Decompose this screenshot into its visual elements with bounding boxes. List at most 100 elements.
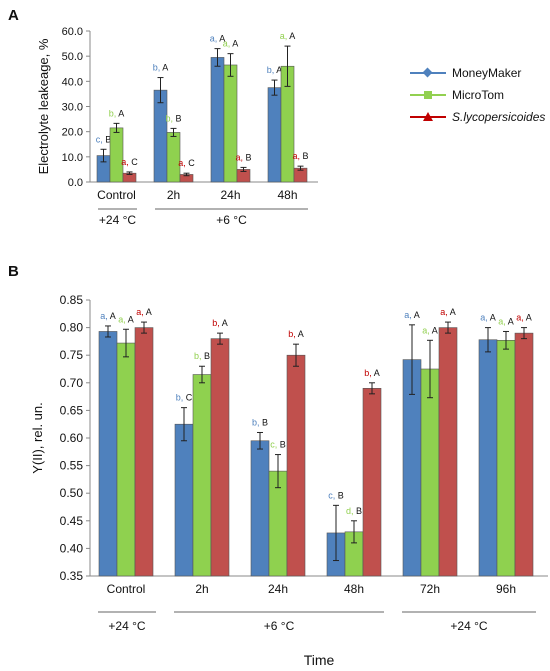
bar	[192, 374, 212, 577]
significance-letter: a,	[440, 307, 450, 317]
significance-letter: c,	[96, 134, 106, 144]
legend-label: MoneyMaker	[452, 66, 522, 80]
significance-label: a, B	[292, 151, 308, 161]
bar	[223, 64, 238, 183]
x-tick-label: Control	[107, 582, 146, 596]
significance-letter: B	[204, 351, 210, 361]
bar	[514, 332, 534, 577]
bar	[153, 89, 168, 183]
group-label: +24 °C	[450, 619, 487, 633]
significance-label: a, B	[235, 152, 251, 162]
bar	[116, 342, 136, 577]
group-label: +6 °C	[216, 213, 247, 227]
significance-letter: B	[176, 113, 182, 123]
significance-label: b, A	[288, 329, 304, 339]
significance-label: a, A	[404, 310, 420, 320]
significance-letter: a,	[498, 316, 508, 326]
significance-label: c, B	[328, 490, 344, 500]
y-tick-label: 0.65	[60, 403, 84, 417]
significance-letter: b,	[194, 351, 204, 361]
significance-letter: a,	[404, 310, 414, 320]
significance-letter: A	[526, 313, 532, 323]
bar	[438, 327, 458, 577]
significance-letter: B	[356, 506, 362, 516]
significance-letter: A	[110, 311, 116, 321]
x-tick-label: 24h	[268, 582, 288, 596]
significance-letter: a,	[178, 158, 188, 168]
y-tick-label: 30.0	[62, 102, 83, 114]
y-tick-label: 0.70	[60, 376, 84, 390]
significance-letter: a,	[223, 39, 233, 49]
significance-letter: A	[414, 310, 420, 320]
significance-letter: b,	[288, 329, 298, 339]
significance-letter: a,	[480, 313, 490, 323]
significance-letter: b,	[153, 63, 163, 73]
significance-letter: b,	[364, 368, 374, 378]
significance-letter: b,	[252, 417, 262, 427]
significance-label: a, A	[136, 307, 152, 317]
significance-letter: a,	[280, 31, 290, 41]
legend: MoneyMaker MicroTom S.lycopersicoides	[410, 62, 550, 128]
legend-marker	[410, 111, 446, 123]
x-tick-label: 96h	[496, 582, 516, 596]
significance-letter: a,	[121, 157, 131, 167]
x-tick-label: 2h	[167, 188, 180, 202]
significance-label: a, A	[480, 313, 496, 323]
significance-letter: B	[338, 490, 344, 500]
significance-label: b, A	[109, 108, 125, 118]
group-label: +6 °C	[264, 619, 295, 633]
chart-panel-B: B 0.35 0.40 0.45 0.50 0.55 0.60 0.65 0.70 0.75 0.8…	[8, 263, 548, 668]
group-label: +24 °C	[99, 213, 136, 227]
significance-letter: C	[188, 158, 195, 168]
significance-letter: a,	[100, 311, 110, 321]
significance-letter: a,	[118, 314, 128, 324]
significance-letter: A	[276, 65, 282, 75]
bar	[267, 87, 282, 183]
significance-letter: C	[186, 393, 193, 403]
chart-panel-A: A 0.0 10.0 20.0 30.0 40.0 50.0 60.0 Electrolyte …	[8, 7, 318, 227]
bar	[109, 127, 124, 183]
significance-letter: A	[289, 31, 295, 41]
significance-letter: A	[450, 307, 456, 317]
significance-label: a, A	[422, 325, 438, 335]
y-tick-label: 0.85	[60, 293, 84, 307]
significance-letter: B	[262, 417, 268, 427]
y-tick-label: 0.80	[60, 321, 84, 335]
bar	[210, 57, 225, 183]
significance-letter: A	[118, 108, 124, 118]
panel-label: B	[8, 263, 19, 280]
significance-letter: a,	[210, 34, 220, 44]
significance-letter: a,	[292, 151, 302, 161]
panel-label: A	[8, 7, 19, 24]
bar	[420, 368, 440, 577]
significance-letter: B	[280, 440, 286, 450]
significance-letter: A	[374, 368, 380, 378]
x-tick-label: 24h	[220, 188, 240, 202]
y-tick-label: 50.0	[62, 51, 83, 63]
significance-letter: b,	[165, 113, 175, 123]
significance-label: a, C	[178, 158, 195, 168]
y-tick-label: 0.45	[60, 514, 84, 528]
significance-letter: B	[105, 134, 111, 144]
y-tick-label: 40.0	[62, 76, 83, 88]
x-tick-label: 48h	[277, 188, 297, 202]
significance-label: a, A	[280, 31, 296, 41]
significance-letter: b,	[109, 108, 119, 118]
significance-label: b, A	[267, 65, 283, 75]
y-tick-label: 0.0	[68, 177, 83, 189]
x-axis-title: Time	[304, 652, 335, 668]
bar	[362, 388, 382, 577]
significance-letter: A	[222, 318, 228, 328]
significance-letter: A	[162, 63, 168, 73]
x-tick-label: Control	[97, 188, 136, 202]
legend-item: S.lycopersicoides	[410, 106, 550, 128]
y-tick-label: 0.50	[60, 486, 84, 500]
significance-letter: A	[128, 314, 134, 324]
y-tick-label: 0.75	[60, 348, 84, 362]
significance-letter: A	[432, 325, 438, 335]
significance-letter: a,	[136, 307, 146, 317]
significance-label: a, A	[498, 316, 514, 326]
significance-letter: d,	[346, 506, 356, 516]
y-tick-label: 0.40	[60, 541, 84, 555]
